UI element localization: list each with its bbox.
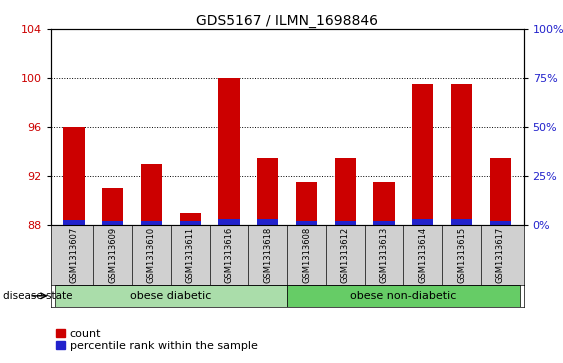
Bar: [55, 285, 287, 307]
Bar: [218, 219, 240, 225]
Bar: [334, 221, 356, 225]
Text: GSM1313610: GSM1313610: [147, 227, 156, 283]
Bar: [257, 219, 279, 225]
Bar: [296, 182, 317, 225]
Text: obese diabetic: obese diabetic: [130, 291, 212, 301]
Bar: [257, 158, 279, 225]
Bar: [218, 78, 240, 225]
Bar: [141, 221, 162, 225]
Text: GSM1313614: GSM1313614: [418, 227, 427, 283]
Bar: [373, 182, 395, 225]
Bar: [334, 158, 356, 225]
Legend: count, percentile rank within the sample: count, percentile rank within the sample: [56, 329, 257, 351]
Text: GSM1313618: GSM1313618: [263, 227, 272, 283]
Bar: [412, 84, 434, 225]
Text: GSM1313607: GSM1313607: [69, 227, 78, 283]
Text: GSM1313608: GSM1313608: [302, 227, 311, 283]
Text: GSM1313617: GSM1313617: [496, 227, 505, 283]
Bar: [451, 84, 472, 225]
Bar: [451, 219, 472, 225]
Text: GSM1313609: GSM1313609: [108, 227, 117, 283]
Bar: [63, 127, 84, 225]
Bar: [287, 285, 520, 307]
Bar: [490, 158, 511, 225]
Bar: [373, 221, 395, 225]
Bar: [412, 219, 434, 225]
Text: GSM1313615: GSM1313615: [457, 227, 466, 283]
Title: GDS5167 / ILMN_1698846: GDS5167 / ILMN_1698846: [196, 14, 378, 28]
Text: obese non-diabetic: obese non-diabetic: [350, 291, 457, 301]
Bar: [141, 164, 162, 225]
Text: disease state: disease state: [3, 291, 72, 301]
Bar: [102, 221, 123, 225]
Bar: [180, 213, 201, 225]
Text: GSM1313611: GSM1313611: [186, 227, 195, 283]
Text: GSM1313613: GSM1313613: [379, 227, 388, 283]
Text: GSM1313612: GSM1313612: [341, 227, 350, 283]
Bar: [490, 221, 511, 225]
Text: GSM1313616: GSM1313616: [225, 227, 234, 283]
Bar: [63, 220, 84, 225]
Bar: [296, 221, 317, 225]
Bar: [102, 188, 123, 225]
Bar: [180, 221, 201, 225]
